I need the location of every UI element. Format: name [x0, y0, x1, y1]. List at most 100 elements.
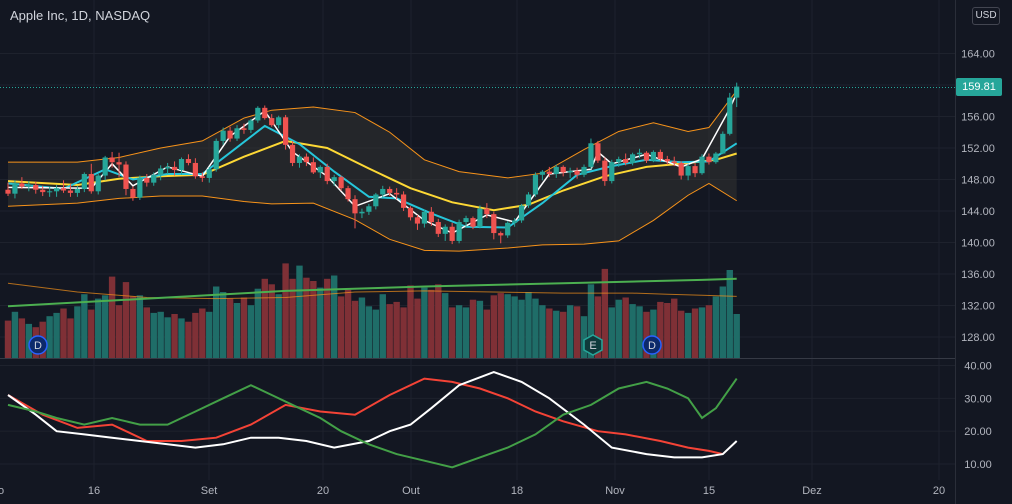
volume-bar	[129, 296, 137, 358]
volume-bar	[469, 299, 477, 358]
volume-bar	[608, 307, 615, 358]
marker-label: D	[648, 340, 656, 352]
candle-body	[713, 153, 719, 163]
volume-bar	[25, 323, 33, 358]
volume-bar	[101, 295, 109, 358]
candle-body	[664, 159, 670, 162]
candle-body	[192, 162, 198, 177]
symbol-title: Apple Inc, 1D, NASDAQ	[10, 8, 151, 23]
candle-body	[12, 183, 18, 194]
volume-bar	[282, 263, 289, 358]
candle-body	[616, 159, 622, 163]
candle-body	[185, 159, 192, 163]
candle-body	[123, 164, 129, 189]
candle-body	[88, 173, 94, 192]
candle-body	[234, 128, 240, 139]
candle-body	[588, 143, 594, 167]
candle-body	[477, 208, 483, 227]
volume-bar	[671, 298, 678, 358]
candle-body	[213, 140, 219, 170]
volume-bar	[462, 307, 470, 358]
candle-body	[67, 190, 74, 193]
volume-bar	[379, 294, 386, 358]
volume-bar	[719, 286, 727, 358]
candle-body	[643, 152, 650, 161]
volume-bar	[81, 294, 88, 358]
candle-body	[248, 120, 254, 130]
candle-body	[685, 166, 691, 176]
volume-bar	[206, 311, 213, 358]
volume-bar	[664, 303, 671, 358]
dividend-marker[interactable]: D	[28, 335, 48, 355]
time-axis-label: Dez	[802, 485, 822, 497]
candle-body	[5, 189, 11, 194]
candle-body	[206, 169, 212, 178]
volume-bar	[18, 318, 26, 358]
earnings-marker[interactable]: E	[583, 334, 603, 356]
volume-bar	[615, 299, 622, 358]
indicator-axis-label: 20.00	[964, 426, 992, 438]
volume-bar	[546, 308, 553, 358]
candle-body	[60, 188, 67, 191]
candle-body	[26, 185, 32, 187]
volume-bar	[296, 265, 303, 358]
candle-body	[227, 130, 233, 139]
candle-body	[262, 107, 268, 119]
price-axis-label: 140.00	[961, 238, 995, 250]
candle-body	[428, 211, 434, 223]
candle-body	[560, 166, 566, 173]
marker-label: E	[589, 340, 596, 352]
volume-bar	[726, 270, 733, 358]
volume-bar	[400, 307, 407, 358]
volume-bar	[233, 303, 241, 358]
candle-body	[435, 222, 441, 234]
candle-body	[706, 156, 712, 163]
volume-bar	[268, 284, 275, 358]
volume-bar	[317, 287, 324, 358]
volume-bar	[691, 308, 699, 358]
candle-body	[678, 162, 684, 176]
volume-bar	[115, 305, 123, 358]
candle-body	[241, 128, 247, 130]
volume-bar	[60, 308, 67, 358]
price-axis-label: 156.00	[961, 112, 995, 124]
candle-body	[303, 156, 310, 163]
candle-body	[40, 189, 46, 193]
candle-body	[491, 214, 497, 234]
candle-body	[525, 194, 532, 206]
adx-line	[7, 371, 738, 459]
dividend-marker[interactable]: D	[642, 335, 662, 355]
volume-bar	[587, 284, 595, 358]
volume-bar	[684, 312, 692, 358]
volume-bar	[4, 320, 12, 358]
candle-body	[449, 226, 455, 241]
candle-body	[720, 133, 726, 154]
candle-body	[734, 86, 740, 98]
candle-body	[220, 130, 226, 141]
candle-body	[727, 97, 733, 134]
volume-bar	[455, 305, 463, 358]
currency-button[interactable]: USD	[972, 7, 1000, 25]
volume-bar	[324, 278, 331, 358]
candle-body	[74, 188, 80, 193]
volume-bar	[240, 297, 248, 358]
candle-body	[546, 171, 552, 174]
candle-body	[387, 188, 393, 193]
time-axis-label: 18	[511, 485, 523, 497]
volume-bar	[622, 297, 629, 358]
volume-bar	[712, 296, 720, 358]
candle-body	[53, 188, 60, 192]
volume-bar	[247, 305, 255, 358]
candle-body	[623, 159, 629, 163]
candle-body	[498, 233, 504, 236]
volume-bar	[143, 307, 150, 358]
candle-body	[518, 205, 525, 221]
volume-bar	[157, 311, 164, 358]
candle-body	[407, 207, 414, 218]
candle-body	[574, 170, 580, 175]
candle-body	[692, 166, 698, 174]
volume-bar	[650, 309, 657, 358]
candle-body	[352, 199, 358, 214]
